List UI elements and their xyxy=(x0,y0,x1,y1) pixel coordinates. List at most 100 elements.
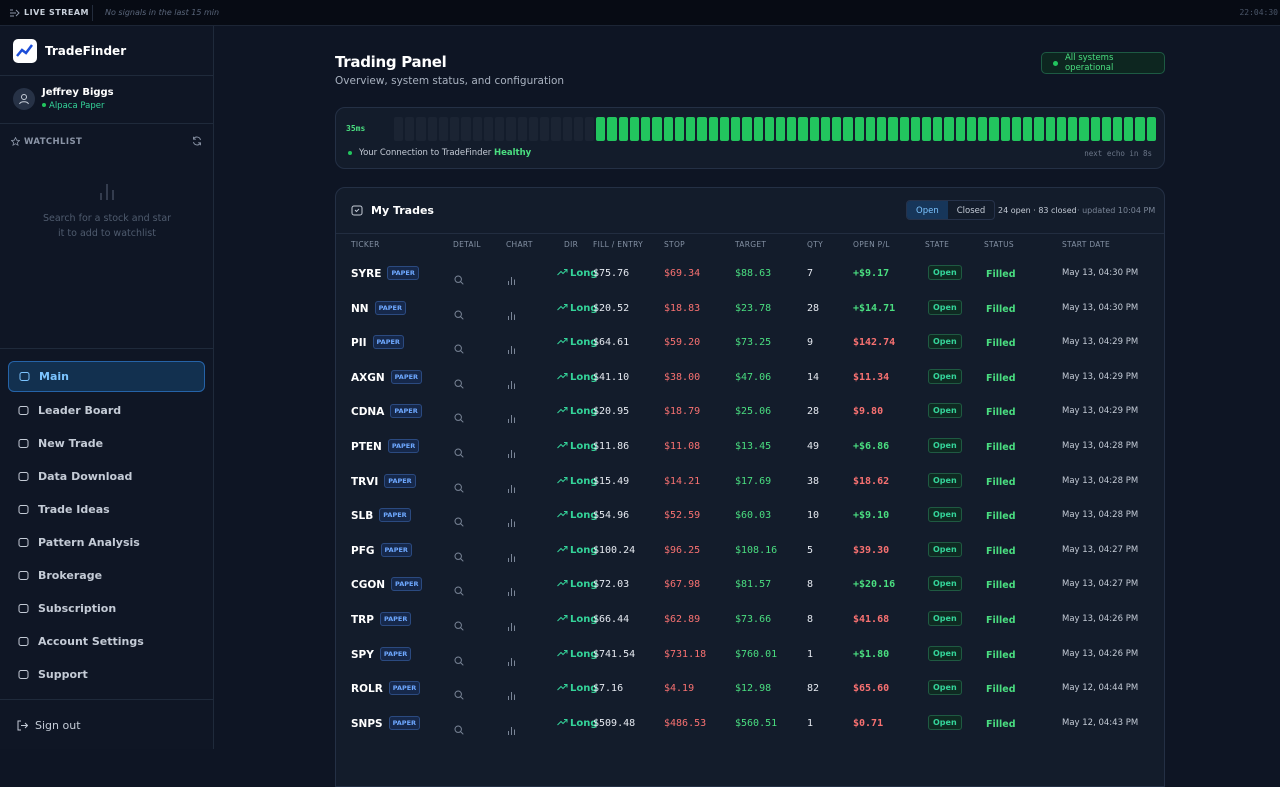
latency-value: 35ms xyxy=(346,124,366,133)
trade-row[interactable]: PII PAPER Long $64.61 $59.20 $73.25 9 $142.74 Op… xyxy=(336,334,1164,355)
avatar[interactable] xyxy=(13,88,35,110)
detail-button[interactable] xyxy=(454,685,464,704)
nav-item[interactable]: Account Settings xyxy=(8,626,205,657)
trend-icon xyxy=(557,268,568,279)
ping-bar xyxy=(674,117,685,141)
separator xyxy=(336,233,1164,234)
fill-price: $75.76 xyxy=(593,268,630,279)
chart-button[interactable] xyxy=(507,478,516,497)
column-header: DETAIL xyxy=(453,240,481,249)
tab-closed[interactable]: Closed xyxy=(956,206,986,216)
chart-button[interactable] xyxy=(507,374,516,393)
chart-button[interactable] xyxy=(507,270,516,289)
chart-button[interactable] xyxy=(507,339,516,358)
trade-row[interactable]: SYRE PAPER Long $75.76 $69.34 $88.63 7 +$9.17 Op… xyxy=(336,265,1164,285)
brand[interactable]: TradeFinder xyxy=(45,44,127,58)
trade-row[interactable]: SLB PAPER Long $54.96 $52.59 $60.03 10 +$9.10 Op… xyxy=(336,507,1164,528)
ticker: TRVI PAPER xyxy=(351,473,416,488)
fill-price: $509.48 xyxy=(593,717,636,729)
ticker-symbol: NN xyxy=(351,302,369,315)
detail-button[interactable] xyxy=(454,720,464,739)
chart-button[interactable] xyxy=(507,305,516,324)
trade-row[interactable]: TRVI PAPER Long $15.49 $14.21 $17.69 38 $18.62 O… xyxy=(336,472,1164,493)
detail-button[interactable] xyxy=(454,408,464,427)
nav-item[interactable]: Trade Ideas xyxy=(8,494,205,525)
trade-row[interactable]: AXGN PAPER Long $41.10 $38.00 $47.06 14 $11.34 O… xyxy=(336,368,1164,389)
fill-price: $41.10 xyxy=(593,371,630,383)
ping-bar xyxy=(854,117,864,141)
chart-button[interactable] xyxy=(507,408,516,427)
start-date: May 13, 04:30 PM xyxy=(1062,302,1139,313)
ping-bar xyxy=(955,117,965,141)
nav-item[interactable]: Subscription xyxy=(8,593,205,624)
ticker-symbol: PII xyxy=(351,337,367,350)
start-date: May 13, 04:27 PM xyxy=(1062,579,1139,590)
direction-label: Long xyxy=(570,579,598,591)
ping-bar xyxy=(787,117,797,141)
system-status[interactable]: All systems operational xyxy=(1041,52,1165,74)
tab-open[interactable]: Open xyxy=(907,201,948,219)
nav-item[interactable]: Data Download xyxy=(8,461,205,492)
direction: Long xyxy=(557,406,598,417)
detail-button[interactable] xyxy=(454,374,464,393)
detail-button[interactable] xyxy=(454,616,464,635)
trade-row[interactable]: NN PAPER Long $20.52 $18.83 $23.78 28 +$14.71 Op… xyxy=(336,299,1164,320)
ping-bar xyxy=(966,117,977,141)
sign-out[interactable]: Sign out xyxy=(35,719,81,732)
detail-button[interactable] xyxy=(454,478,464,497)
quantity: 7 xyxy=(807,268,814,279)
trend-icon xyxy=(557,683,568,694)
nav-item[interactable]: New Trade xyxy=(8,428,205,459)
refresh-button[interactable] xyxy=(192,136,202,146)
chart-button[interactable] xyxy=(507,443,516,462)
ping-bar xyxy=(843,117,853,141)
trade-row[interactable]: SPY PAPER Long $741.54 $731.18 $760.01 1 +$1.80… xyxy=(336,645,1164,666)
nav-label: Support xyxy=(38,668,88,681)
trade-row[interactable]: CGON PAPER Long $72.03 $67.98 $81.57 8 +$20.16 O… xyxy=(336,576,1164,597)
nav-item[interactable]: Leader Board xyxy=(8,395,205,426)
start-date: May 13, 04:29 PM xyxy=(1062,371,1139,382)
chart-button[interactable] xyxy=(507,512,516,531)
status: Filled xyxy=(986,269,1016,280)
stop-price: $4.19 xyxy=(664,683,695,695)
chart-button[interactable] xyxy=(507,581,516,600)
direction: Long xyxy=(557,303,598,314)
nav-item[interactable]: Support xyxy=(8,659,205,690)
open-pnl: $65.60 xyxy=(853,683,890,695)
detail-button[interactable] xyxy=(454,547,464,566)
ping-bar xyxy=(540,117,550,141)
chart-button[interactable] xyxy=(507,616,516,635)
chart-button[interactable] xyxy=(507,547,516,566)
chart-button[interactable] xyxy=(507,685,516,704)
quantity: 14 xyxy=(807,371,820,383)
stop-price: $67.98 xyxy=(664,579,701,591)
detail-button[interactable] xyxy=(454,581,464,600)
ping-bar xyxy=(584,117,595,141)
state-pill: Open xyxy=(928,507,962,523)
trade-row[interactable]: ROLR PAPER Long $7.16 $4.19 $12.98 82 $65.60 Ope… xyxy=(336,680,1164,701)
trade-row[interactable]: PTEN PAPER Long $11.86 $11.08 $13.45 49 +$6.86 O… xyxy=(336,438,1164,458)
nav-item[interactable]: Brokerage xyxy=(8,560,205,591)
detail-button[interactable] xyxy=(454,305,464,324)
nav-item[interactable]: Main xyxy=(8,361,205,392)
open-pnl: +$6.86 xyxy=(853,441,890,452)
detail-button[interactable] xyxy=(454,651,464,670)
ticker: ROLR PAPER xyxy=(351,681,421,696)
detail-button[interactable] xyxy=(454,339,464,358)
trade-row[interactable]: SNPS PAPER Long $509.48 $486.53 $560.51 1 $0.71… xyxy=(336,714,1164,735)
ping-bar xyxy=(1090,117,1100,141)
detail-button[interactable] xyxy=(454,443,464,462)
ping-bar xyxy=(663,117,673,141)
target-price: $23.78 xyxy=(735,302,772,314)
trade-row[interactable]: CDNA PAPER Long $20.95 $18.79 $25.06 28 $9.80 Op… xyxy=(336,403,1164,424)
latency-card: 35ms Your Connection to TradeFinder Heal… xyxy=(335,107,1165,169)
chart-button[interactable] xyxy=(507,651,516,670)
target-price: $560.51 xyxy=(735,717,778,729)
trade-row[interactable]: TRP PAPER Long $66.44 $62.89 $73.66 8 $41.68 Ope… xyxy=(336,611,1164,631)
detail-button[interactable] xyxy=(454,270,464,289)
state: Open xyxy=(928,299,962,315)
trade-row[interactable]: PFG PAPER Long $100.24 $96.25 $108.16 5 $39.30 O… xyxy=(336,541,1164,562)
chart-button[interactable] xyxy=(507,720,516,739)
nav-item[interactable]: Pattern Analysis xyxy=(8,527,205,558)
detail-button[interactable] xyxy=(454,512,464,531)
